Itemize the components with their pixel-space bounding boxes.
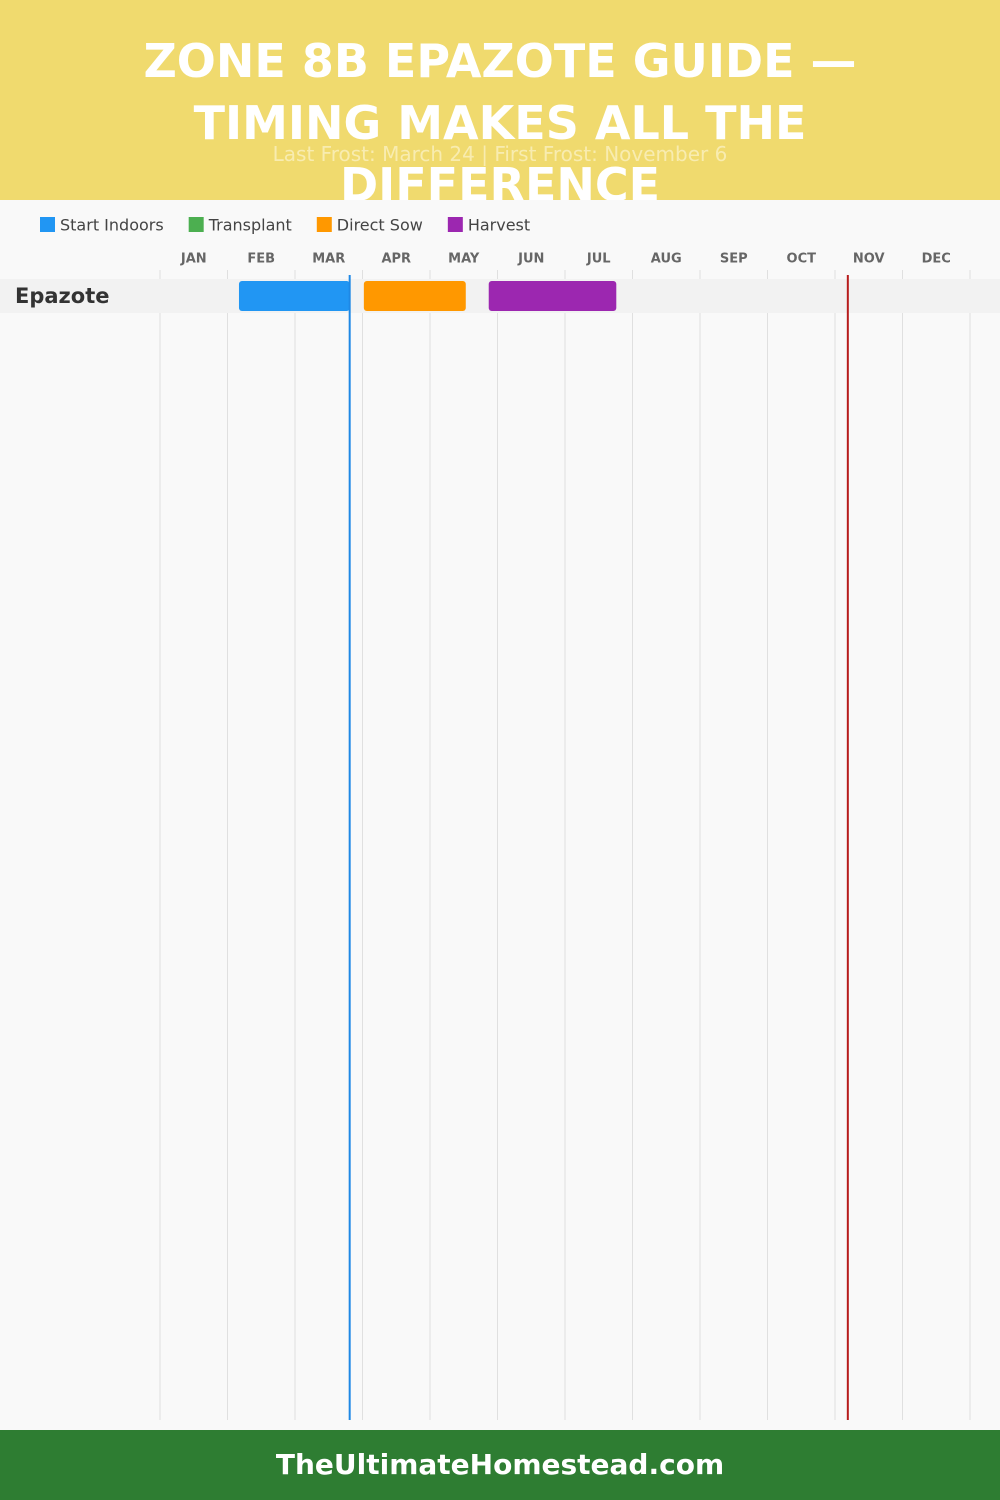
month-label: DEC [922,252,951,267]
month-label: JUL [586,252,611,267]
legend-label: Transplant [208,216,292,235]
phase-bar [488,281,617,311]
legend-swatch [188,217,204,232]
legend-swatch [447,217,463,232]
legend-label: Direct Sow [337,216,423,235]
legend-label: Start Indoors [60,216,164,235]
phase-bar [363,281,466,311]
month-label: JUN [517,252,544,267]
footer: TheUltimateHomestead.com [0,1430,1000,1500]
month-label: OCT [787,252,817,267]
month-label: MAR [312,252,345,267]
month-label: FEB [247,252,275,267]
chart-title: ZONE 8B EPAZOTE GUIDE — TIMING MAKES ALL… [143,34,857,200]
month-label: APR [381,252,411,267]
phase-bar [238,281,350,311]
month-label: SEP [720,252,748,267]
month-label: NOV [853,252,885,267]
legend-label: Harvest [468,216,530,235]
month-label: MAY [448,252,480,267]
row-label: Epazote [15,284,109,308]
chart-subtitle: Last Frost: March 24 | First Frost: Nove… [272,142,728,166]
legend-swatch [316,217,332,232]
header: ZONE 8B EPAZOTE GUIDE — TIMING MAKES ALL… [0,0,1000,200]
legend-swatch [40,217,55,232]
month-label: JAN [180,252,207,267]
month-label: AUG [651,252,682,267]
chart: Start Indoors Transplant Direct Sow Harvest… [0,216,1000,1420]
